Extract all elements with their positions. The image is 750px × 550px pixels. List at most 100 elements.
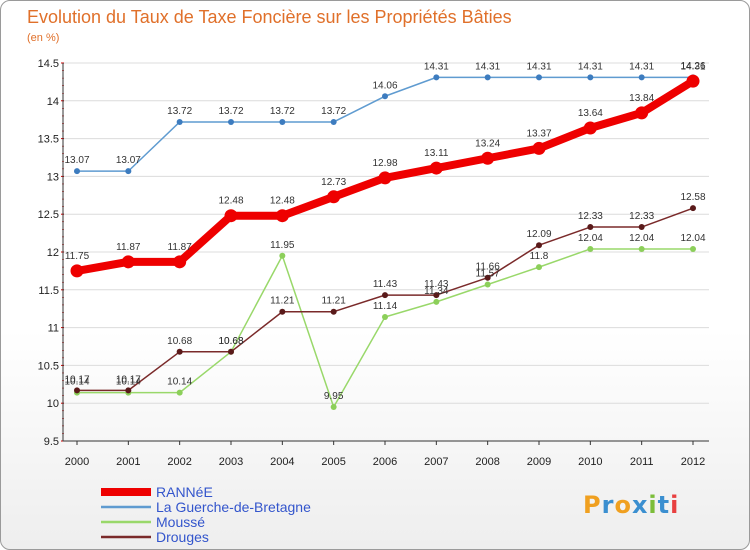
data-label: 12.33 <box>578 211 603 222</box>
data-label: 11.34 <box>424 286 449 297</box>
legend-label: RANNéE <box>156 484 213 500</box>
data-label: 10.17 <box>64 374 89 385</box>
data-label: 12.98 <box>372 158 397 169</box>
data-point <box>429 161 443 175</box>
y-tick-label: 13 <box>47 171 59 183</box>
data-point <box>74 168 80 175</box>
y-tick-label: 11 <box>48 323 59 335</box>
data-point <box>382 292 388 299</box>
data-label: 13.84 <box>629 93 654 104</box>
data-point <box>587 245 594 252</box>
data-label: 11.87 <box>116 242 141 253</box>
y-axis-label: (en %) <box>27 32 59 44</box>
x-tick-label: 2003 <box>219 456 243 468</box>
data-point <box>481 151 495 165</box>
data-label: 13.24 <box>475 138 500 149</box>
data-label: 13.07 <box>116 155 141 166</box>
data-label: 13.72 <box>270 106 295 117</box>
data-label: 11.87 <box>168 242 193 253</box>
series-rann-e <box>70 74 700 278</box>
series-drouges <box>74 205 696 394</box>
data-point <box>690 205 696 212</box>
y-tick-label: 11.5 <box>38 285 59 297</box>
data-point <box>536 264 542 271</box>
proxiti-logo: Proxiti <box>583 491 679 519</box>
y-tick-label: 13.5 <box>38 134 59 146</box>
series-lines <box>70 74 700 410</box>
data-point <box>228 348 234 355</box>
data-label: 12.04 <box>578 233 603 244</box>
data-label: 14.06 <box>372 80 397 91</box>
logo-letter: r <box>601 491 615 519</box>
data-label: 11.66 <box>476 262 501 273</box>
data-label: 11.14 <box>373 301 398 312</box>
data-point <box>121 255 135 269</box>
x-tick-label: 2012 <box>681 456 705 468</box>
data-point <box>275 209 289 223</box>
data-point <box>382 314 388 321</box>
x-tick-label: 2009 <box>527 456 551 468</box>
x-tick-label: 2006 <box>373 456 397 468</box>
data-label: 10.17 <box>116 374 141 385</box>
data-label: 11.8 <box>530 251 549 262</box>
data-point <box>433 298 440 305</box>
data-label: 13.07 <box>64 155 89 166</box>
data-point <box>638 74 645 81</box>
data-label: 9.95 <box>324 391 344 402</box>
data-point <box>433 292 440 299</box>
data-point <box>330 403 337 410</box>
logo-letter: P <box>583 491 602 519</box>
data-label: 13.72 <box>218 106 243 117</box>
x-tick-label: 2004 <box>270 456 294 468</box>
x-tick-label: 2010 <box>578 456 602 468</box>
data-label: 12.04 <box>680 233 705 244</box>
data-label: 14.26 <box>680 61 705 72</box>
data-point <box>686 74 700 88</box>
y-tick-label: 14 <box>47 96 59 108</box>
data-point <box>176 389 183 396</box>
logo-letter: x <box>631 491 649 519</box>
data-label: 11.43 <box>424 279 449 290</box>
data-point <box>638 245 645 252</box>
chart-title: Evolution du Taux de Taxe Foncière sur l… <box>27 7 512 27</box>
data-label: 10.14 <box>116 377 141 388</box>
data-label: 14.31 <box>526 61 551 72</box>
y-tick-label: 9.5 <box>44 436 59 448</box>
data-label: 12.33 <box>629 211 654 222</box>
y-tick-label: 10.5 <box>38 360 59 372</box>
logo-letter: i <box>648 491 658 519</box>
data-point <box>532 141 546 155</box>
data-point <box>279 252 286 259</box>
data-point <box>635 106 649 120</box>
data-label: 12.48 <box>270 196 295 207</box>
y-tick-label: 12 <box>47 247 59 259</box>
data-label: 12.04 <box>629 233 654 244</box>
data-point <box>583 121 597 135</box>
data-point <box>536 242 542 249</box>
x-tick-label: 2002 <box>167 456 191 468</box>
data-label: 11.95 <box>270 240 295 251</box>
data-point <box>228 118 234 125</box>
data-point <box>382 93 388 100</box>
y-tick-label: 14.5 <box>38 58 59 70</box>
x-tick-label: 2011 <box>630 456 654 468</box>
data-label: 13.11 <box>424 148 449 159</box>
data-label: 11.21 <box>322 296 347 307</box>
data-label: 12.58 <box>680 192 705 203</box>
data-label: 12.09 <box>526 229 551 240</box>
data-point <box>433 74 440 81</box>
data-label: 13.64 <box>578 108 603 119</box>
data-point <box>378 171 392 185</box>
data-label: 10.14 <box>167 377 192 388</box>
data-label: 11.75 <box>65 251 90 262</box>
data-label: 10.68 <box>218 336 243 347</box>
data-point <box>74 387 80 394</box>
data-point <box>330 118 337 125</box>
grid <box>63 62 709 442</box>
data-point <box>279 118 286 125</box>
data-label: 11.43 <box>373 279 398 290</box>
data-label: 14.31 <box>680 61 705 72</box>
y-tick-label: 10 <box>47 398 59 410</box>
